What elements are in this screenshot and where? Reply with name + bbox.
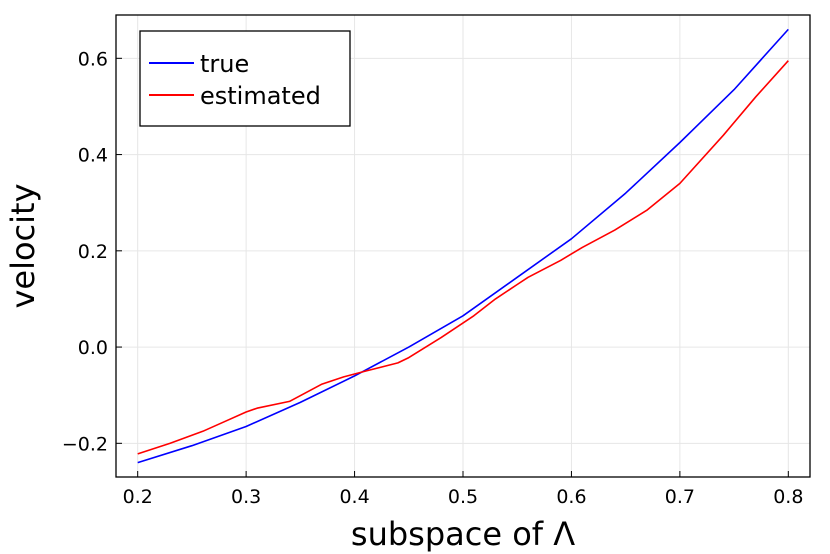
x-tick-label: 0.5 [448,486,478,508]
series-layer [137,28,789,464]
x-tick-label: 0.4 [339,486,369,508]
x-tick-label: 0.7 [665,486,695,508]
y-tick-label: −0.2 [62,433,108,455]
x-tick-label: 0.6 [556,486,586,508]
x-tick-label: 0.8 [773,486,803,508]
y-tick-label: 0.0 [78,337,108,359]
y-tick-label: 0.4 [78,145,108,167]
y-tick-label: 0.6 [78,48,108,70]
y-axis-title: velocity [4,183,42,308]
y-tick-label: 0.2 [78,241,108,263]
legend-label: true [200,50,249,78]
ticks: 0.2 0.3 0.4 0.5 0.6 0.7 0.8 −0.2 0.0 0.2 0.4 0.6 [62,48,804,508]
x-axis-title: subspace of Λ [351,515,575,553]
x-tick-label: 0.2 [123,486,153,508]
x-tick-label: 0.3 [231,486,261,508]
legend-label: estimated [200,82,321,110]
legend-box [139,30,351,127]
series-line-estimated [137,60,789,455]
legend: true estimated [139,30,351,127]
series-line-true [137,28,789,464]
